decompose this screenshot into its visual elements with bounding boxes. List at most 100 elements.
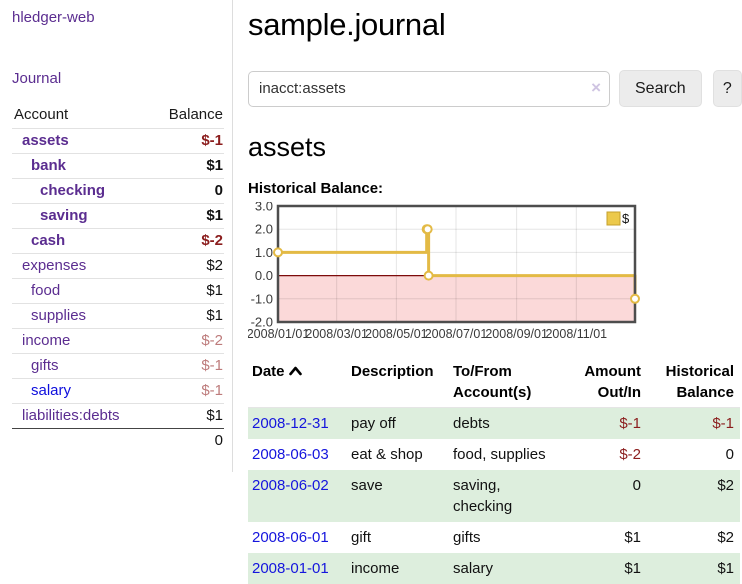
clear-search-icon[interactable]: × <box>591 77 601 97</box>
register-cell-balance: $2 <box>647 469 740 522</box>
help-button[interactable]: ? <box>712 70 742 107</box>
register-row: 2008-06-03 eat & shop food, supplies $-2 0 <box>248 439 740 470</box>
account-row: bank $1 <box>12 153 224 179</box>
account-link[interactable]: income <box>22 332 71 349</box>
register-row: 2008-06-01 gift gifts $1 $2 <box>248 522 740 553</box>
sidebar: hledger-web Journal Account Balance asse… <box>0 0 233 472</box>
account-row: income $-2 <box>12 328 224 354</box>
register-cell-amount: $-2 <box>619 445 641 463</box>
account-balance: $-2 <box>150 228 224 254</box>
transaction-date-link[interactable]: 2008-06-01 <box>252 528 329 546</box>
svg-text:-1.0: -1.0 <box>251 291 273 306</box>
account-row: cash $-2 <box>12 228 224 254</box>
page-title: sample.journal <box>248 7 446 42</box>
account-row: liabilities:debts $1 <box>12 403 224 429</box>
main-content: sample.journal × Search ? assets Histori… <box>248 0 742 584</box>
account-row: assets $-1 <box>12 128 224 154</box>
account-link[interactable]: bank <box>31 157 67 174</box>
transaction-date-link[interactable]: 2008-01-01 <box>252 559 329 577</box>
account-row: food $1 <box>12 278 224 304</box>
accounts-header-balance: Balance <box>168 106 223 123</box>
account-link[interactable]: liabilities:debts <box>22 407 120 424</box>
brand-link[interactable]: hledger-web <box>12 9 95 26</box>
register-row: 2008-06-02 save saving, checking 0 $2 <box>248 469 740 522</box>
svg-text:3.0: 3.0 <box>255 202 273 214</box>
account-balance: $1 <box>150 303 224 329</box>
register-header-date[interactable]: Date <box>248 359 347 408</box>
accounts-total-value: 0 <box>150 428 224 453</box>
register-cell-balance: $1 <box>647 552 740 584</box>
account-balance: $-1 <box>150 353 224 379</box>
account-link[interactable]: gifts <box>31 357 59 374</box>
svg-text:2008/11/01: 2008/11/01 <box>545 327 607 341</box>
register-cell-date: 2008-06-03 <box>248 439 347 470</box>
account-link[interactable]: checking <box>40 182 106 199</box>
svg-text:2.0: 2.0 <box>255 222 273 237</box>
register-cell-date: 2008-06-01 <box>248 522 347 553</box>
register-table: Date Description To/From Account(s) Amou… <box>248 359 740 584</box>
account-link[interactable]: salary <box>31 382 72 399</box>
svg-text:2008/03/01: 2008/03/01 <box>305 327 368 341</box>
search-bar: × Search ? <box>248 70 742 107</box>
register-cell-balance: 0 <box>725 445 734 463</box>
account-balance: $-1 <box>150 378 224 404</box>
transaction-date-link[interactable]: 2008-12-31 <box>252 414 329 432</box>
svg-text:2008/09/01: 2008/09/01 <box>485 327 548 341</box>
svg-text:1.0: 1.0 <box>255 245 273 260</box>
account-heading: assets <box>248 132 327 162</box>
register-header-amount: Amount Out/In <box>567 359 647 408</box>
register-cell-date: 2008-06-02 <box>248 469 347 522</box>
svg-text:2008/01/01: 2008/01/01 <box>248 327 309 341</box>
transaction-date-link[interactable]: 2008-06-03 <box>252 445 329 463</box>
register-cell-accounts: debts <box>449 407 567 439</box>
chart-title: Historical Balance: <box>248 180 384 197</box>
account-link[interactable]: cash <box>31 232 66 249</box>
account-row: saving $1 <box>12 203 224 229</box>
search-box: × <box>248 70 610 107</box>
register-cell-amount: $1 <box>624 528 641 546</box>
register-row: 2008-01-01 income salary $1 $1 <box>248 552 740 584</box>
register-row: 2008-12-31 pay off debts $-1 $-1 <box>248 407 740 439</box>
account-link[interactable]: assets <box>22 132 69 149</box>
account-row: supplies $1 <box>12 303 224 329</box>
account-link[interactable]: food <box>31 282 61 299</box>
svg-text:0.0: 0.0 <box>255 268 273 283</box>
account-balance: 0 <box>150 178 224 204</box>
account-row: expenses $2 <box>12 253 224 279</box>
register-cell-description: pay off <box>347 407 449 439</box>
register-cell-balance: $2 <box>717 528 734 546</box>
register-cell-amount: 0 <box>567 469 647 522</box>
sort-chevron-up-icon <box>288 361 302 382</box>
account-row: checking 0 <box>12 178 224 204</box>
account-balance: $-2 <box>150 328 224 354</box>
account-balance: $1 <box>150 403 224 429</box>
account-row: gifts $-1 <box>12 353 224 379</box>
accounts-table: Account Balance assets $-1 bank $1 checking 0… <box>12 102 224 453</box>
register-header-description: Description <box>347 359 449 408</box>
account-balance: $-1 <box>150 128 224 154</box>
accounts-total-row: 0 <box>12 428 224 453</box>
register-cell-description: gift <box>351 528 372 546</box>
register-cell-amount: $1 <box>567 552 647 584</box>
register-cell-description: income <box>347 552 449 584</box>
account-balance: $2 <box>150 253 224 279</box>
sidebar-item-journal[interactable]: Journal <box>12 70 62 87</box>
register-cell-date: 2008-12-31 <box>248 407 347 439</box>
search-input[interactable] <box>248 70 610 107</box>
account-balance: $1 <box>150 153 224 179</box>
account-link[interactable]: expenses <box>22 257 87 274</box>
register-cell-description: save <box>347 469 449 522</box>
svg-text:2008/05/01: 2008/05/01 <box>365 327 428 341</box>
register-header-accounts: To/From Account(s) <box>449 359 567 408</box>
account-balance: $1 <box>150 278 224 304</box>
accounts-header-account: Account <box>14 106 69 123</box>
svg-text:2008/07/01: 2008/07/01 <box>425 327 488 341</box>
transaction-date-link[interactable]: 2008-06-02 <box>252 476 329 494</box>
search-button[interactable]: Search <box>619 70 702 107</box>
account-link[interactable]: saving <box>40 207 88 224</box>
register-cell-date: 2008-01-01 <box>248 552 347 584</box>
balance-chart: $3.0 2.0 1.0 0.0 -1.0 -2.0 2008/01/01 2008/03/0… <box>248 202 742 344</box>
account-link[interactable]: supplies <box>31 307 87 324</box>
register-cell-amount: $-1 <box>567 407 647 439</box>
svg-text:-2.0: -2.0 <box>251 315 273 330</box>
